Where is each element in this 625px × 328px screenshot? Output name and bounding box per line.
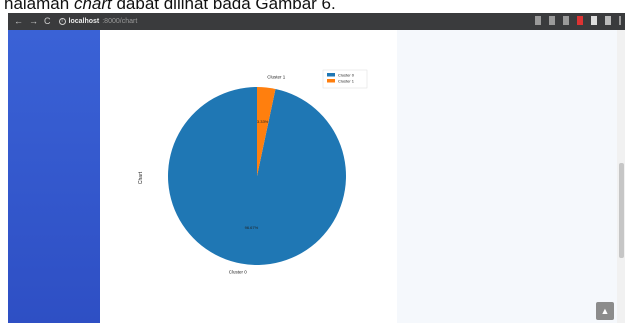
address-bar[interactable]: i localhost:8000/chart (58, 18, 138, 25)
reload-icon[interactable]: C (44, 16, 51, 26)
extension-icon[interactable] (591, 16, 597, 25)
scrollbar-thumb[interactable] (619, 163, 624, 258)
puzzle-icon[interactable] (605, 16, 611, 25)
pct-label-1: 3.33% (257, 119, 269, 124)
legend-swatch-1 (327, 79, 335, 83)
chart-panel: 96.67% Cluster 0 3.33% Cluster 1 Chart Cluste… (100, 30, 397, 323)
pie-chart: 96.67% Cluster 0 3.33% Cluster 1 Chart Cluste… (138, 69, 368, 274)
zoom-icon[interactable] (549, 16, 555, 25)
right-pane (397, 30, 617, 323)
back-icon[interactable]: ← (14, 16, 23, 26)
legend-label-0: Cluster 0 (338, 73, 355, 78)
pie-slice-1 (257, 87, 276, 176)
legend-label-1: Cluster 1 (338, 79, 355, 84)
adblock-icon[interactable] (577, 16, 583, 25)
pie-slice-0 (168, 87, 346, 265)
legend-swatch-0 (327, 73, 335, 77)
slice-label-1: Cluster 1 (267, 75, 286, 80)
extension-icons (535, 16, 621, 25)
info-icon[interactable]: i (58, 18, 66, 25)
caption-italic: chart (74, 0, 112, 9)
url-path: :8000/chart (102, 18, 138, 25)
forward-icon[interactable]: → (29, 16, 38, 26)
translate-icon[interactable] (535, 16, 541, 25)
chevron-up-icon: ▲ (600, 306, 610, 316)
document-caption: halaman chart dapat dilihat pada Gambar … (0, 0, 625, 9)
scroll-to-top-button[interactable]: ▲ (596, 302, 614, 320)
star-icon[interactable] (563, 16, 569, 25)
slice-label-0: Cluster 0 (229, 269, 248, 274)
sidebar (8, 30, 100, 323)
y-axis-label: Chart (138, 171, 144, 184)
browser-toolbar: ← → C i localhost:8000/chart (8, 13, 625, 30)
pct-label-0: 96.67% (245, 225, 259, 230)
menu-icon[interactable] (619, 16, 621, 25)
url-host: localhost (68, 18, 100, 25)
caption-tail: dapat dilihat pada Gambar 6. (112, 0, 335, 9)
caption-text: halaman (4, 0, 74, 9)
